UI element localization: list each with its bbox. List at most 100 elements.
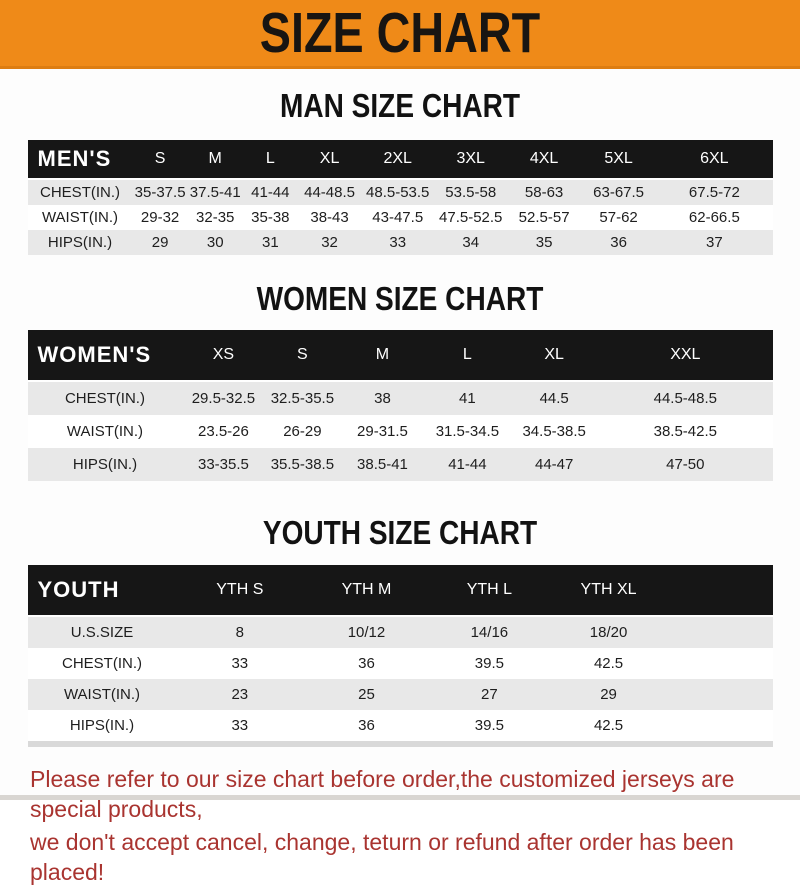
size-value-cell: 14/16	[470, 624, 509, 641]
size-value-cell: 29-31.5	[357, 423, 408, 440]
size-value-cell: 67.5-72	[688, 184, 740, 201]
filler-cell	[668, 565, 772, 616]
women-section-heading: WOMEN SIZE CHART	[256, 280, 544, 317]
women-header-row: WOMEN'S XS S M L XL XXL	[27, 330, 773, 381]
bottom-edge-strip	[0, 795, 800, 800]
size-value-cell: 29	[151, 234, 169, 251]
disclaimer-line-2: we don't accept cancel, change, teturn o…	[30, 828, 734, 886]
size-value-cell: 31.5-34.5	[435, 423, 500, 440]
men-table-label: MEN'S	[37, 146, 112, 171]
youth-table-label: YOUTH	[37, 577, 120, 602]
size-value-cell: 41-44	[251, 184, 290, 201]
size-column-header: YTH M	[341, 581, 392, 598]
youth-size-section: YOUTH SIZE CHART YOUTH YTH S YTH M YTH L YT…	[0, 514, 800, 747]
measurement-row: HIPS(IN.) 29 30 31 32 33 34 35 36 37	[27, 230, 773, 255]
size-value-cell: 44-48.5	[304, 184, 355, 201]
size-value-cell: 32-35	[196, 209, 235, 226]
size-value-cell: 30	[206, 234, 224, 251]
size-value-cell: 39.5	[474, 717, 504, 734]
filler-cell	[668, 648, 772, 679]
women-table-label: WOMEN'S	[37, 342, 152, 367]
size-value-cell: 33	[231, 717, 249, 734]
size-value-cell: 34	[462, 234, 480, 251]
size-value-cell: 44.5	[539, 390, 569, 407]
size-value-cell: 23	[231, 686, 249, 703]
men-header-row: MEN'S S M L XL 2XL 3XL 4XL 5XL 6XL	[27, 140, 773, 179]
size-column-header: XXL	[670, 346, 701, 363]
size-value-cell: 35	[535, 234, 553, 251]
size-value-cell: 25	[358, 686, 375, 703]
size-column-header: XL	[319, 150, 340, 167]
size-value-cell: 63-67.5	[593, 184, 645, 201]
size-value-cell: 32.5-35.5	[270, 390, 335, 407]
measurement-row-label: CHEST(IN.)	[62, 655, 142, 672]
measurement-row: CHEST(IN.) 33 36 39.5 42.5	[27, 648, 773, 679]
size-value-cell: 38.5-42.5	[653, 423, 717, 440]
size-column-header: L	[462, 346, 472, 363]
measurement-row: CHEST(IN.) 35-37.5 37.5-41 41-44 44-48.5 48.5…	[27, 179, 773, 205]
size-column-header: 5XL	[604, 150, 633, 167]
size-value-cell: 41-44	[448, 456, 487, 473]
size-column-header: YTH XL	[580, 581, 637, 598]
size-value-cell: 37.5-41	[189, 184, 241, 201]
measurement-row-label: HIPS(IN.)	[72, 456, 138, 473]
size-column-header: YTH L	[466, 581, 513, 598]
page-title: SIZE CHART	[259, 0, 541, 65]
size-value-cell: 41	[459, 390, 476, 407]
measurement-row: U.S.SIZE 8 10/12 14/16 18/20	[27, 616, 773, 648]
filler-cell	[668, 616, 772, 648]
size-column-header: M	[375, 346, 390, 363]
size-value-cell: 26-29	[283, 423, 322, 440]
size-value-cell: 38	[374, 390, 391, 407]
disclaimer: Please refer to our size chart before or…	[30, 764, 800, 887]
size-value-cell: 42.5	[593, 717, 624, 734]
size-value-cell: 33	[231, 655, 249, 672]
size-column-header: S	[297, 346, 308, 363]
size-value-cell: 43-47.5	[372, 209, 424, 226]
size-value-cell: 37	[706, 234, 723, 251]
size-value-cell: 57-62	[599, 209, 638, 226]
size-value-cell: 27	[481, 686, 498, 703]
measurement-row-label: U.S.SIZE	[70, 624, 134, 641]
filler-cell	[668, 710, 772, 744]
size-column-header: YTH S	[216, 581, 264, 598]
measurement-row-label: CHEST(IN.)	[64, 390, 145, 407]
size-value-cell: 18/20	[589, 624, 628, 641]
measurement-row: WAIST(IN.) 23.5-26 26-29 29-31.5 31.5-34.5 34…	[27, 415, 773, 448]
size-value-cell: 29.5-32.5	[191, 390, 256, 407]
measurement-row: WAIST(IN.) 29-32 32-35 35-38 38-43 43-47.5 47.…	[27, 205, 773, 230]
measurement-row: HIPS(IN.) 33 36 39.5 42.5	[27, 710, 773, 744]
size-value-cell: 35-37.5	[134, 184, 186, 201]
size-value-cell: 52.5-57	[518, 209, 570, 226]
size-value-cell: 10/12	[347, 624, 386, 641]
size-column-header: XS	[212, 346, 235, 363]
measurement-row: CHEST(IN.) 29.5-32.5 32.5-35.5 38 41 44.5 44.5…	[27, 381, 773, 415]
size-column-header: L	[265, 150, 275, 167]
size-value-cell: 33-35.5	[197, 456, 249, 473]
size-column-header: M	[208, 150, 222, 167]
size-value-cell: 47-50	[666, 456, 705, 473]
size-column-header: 4XL	[529, 150, 559, 167]
measurement-row-label: HIPS(IN.)	[47, 234, 113, 251]
size-value-cell: 44.5-48.5	[653, 390, 717, 407]
measurement-row: WAIST(IN.) 23 25 27 29	[27, 679, 773, 710]
measurement-row-label: CHEST(IN.)	[40, 184, 121, 201]
youth-size-table: YOUTH YTH S YTH M YTH L YTH XL U.S.SIZE 8 10/…	[27, 565, 773, 747]
size-column-header: 2XL	[383, 150, 412, 167]
size-value-cell: 8	[235, 624, 244, 641]
size-column-header: 3XL	[456, 150, 485, 167]
size-value-cell: 42.5	[593, 655, 624, 672]
size-value-cell: 38.5-41	[357, 456, 408, 473]
size-value-cell: 48.5-53.5	[366, 184, 430, 201]
size-value-cell: 39.5	[474, 655, 504, 672]
filler-cell	[668, 679, 772, 710]
size-value-cell: 36	[358, 655, 375, 672]
size-value-cell: 31	[262, 234, 279, 251]
measurement-row-label: WAIST(IN.)	[63, 686, 141, 703]
men-section-heading: MAN SIZE CHART	[280, 87, 520, 124]
size-column-header: S	[154, 150, 166, 167]
size-value-cell: 53.5-58	[445, 184, 497, 201]
measurement-row-label: HIPS(IN.)	[69, 717, 135, 734]
size-value-cell: 29	[600, 686, 617, 703]
